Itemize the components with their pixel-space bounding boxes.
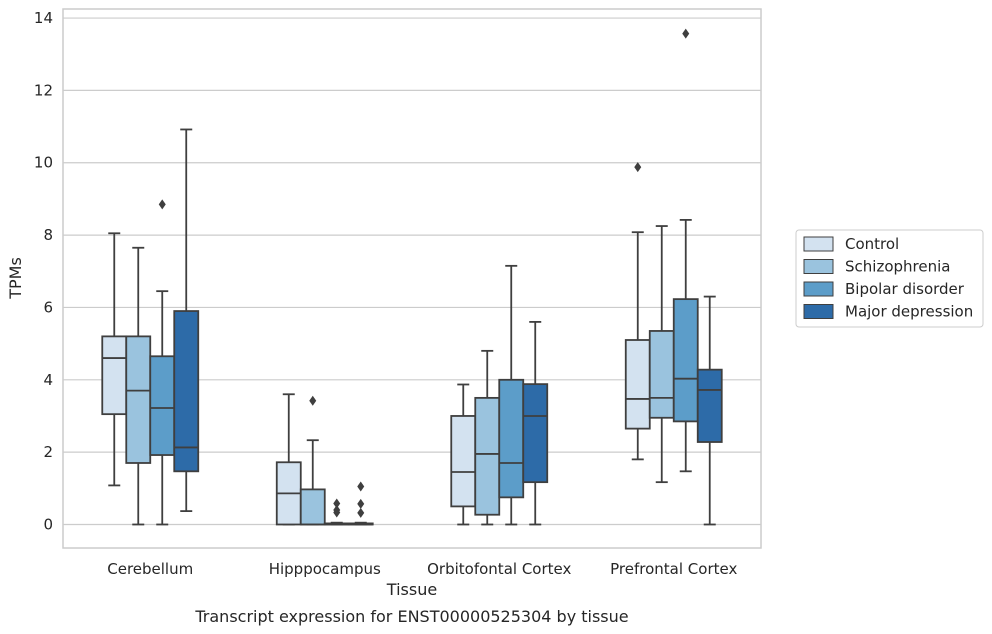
iqr-box <box>672 298 699 423</box>
iqr-box <box>125 335 152 464</box>
chart-caption: Transcript expression for ENST0000052530… <box>194 607 628 626</box>
y-axis-title: TPMs <box>6 257 25 300</box>
y-tick-label: 2 <box>43 443 53 461</box>
outlier-point <box>357 481 365 492</box>
y-tick-label: 10 <box>34 154 53 172</box>
box-control <box>101 232 128 487</box>
x-axis-title: Tissue <box>386 580 437 599</box>
iqr-box <box>101 335 128 416</box>
box-schizophrenia <box>474 349 501 526</box>
box-bipolar-disorder <box>672 28 699 473</box>
iqr-box <box>498 378 525 499</box>
y-tick-label: 4 <box>43 371 53 389</box>
x-tick-label: Prefrontal Cortex <box>610 560 737 578</box>
outlier-point <box>158 199 166 210</box>
legend-swatch <box>803 236 834 252</box>
outlier-point <box>333 505 341 516</box>
iqr-box <box>299 488 326 526</box>
x-tick-label: Orbitofontal Cortex <box>427 560 571 578</box>
outlier-point <box>333 498 341 509</box>
legend-swatch <box>803 281 834 297</box>
iqr-box <box>149 355 176 456</box>
legend-swatch <box>803 304 834 319</box>
box-major-depression <box>522 321 549 526</box>
x-tick-labels: Cerebellum Hipppocampus Orbitofontal Corte… <box>107 560 737 578</box>
box-series <box>101 28 723 526</box>
legend: Control Schizophrenia Bipolar disorder Majo… <box>795 229 984 328</box>
y-tick-label: 0 <box>43 515 53 533</box>
iqr-box <box>173 310 200 473</box>
iqr-box <box>450 415 477 508</box>
x-tick-label: Cerebellum <box>107 560 193 578</box>
iqr-box <box>474 396 501 516</box>
iqr-box <box>648 330 675 419</box>
x-tick-label: Hipppocampus <box>269 560 381 578</box>
box-schizophrenia <box>299 395 326 526</box>
box-control <box>624 162 651 461</box>
outlier-point <box>309 395 317 406</box>
box-schizophrenia <box>648 225 675 484</box>
outlier-point <box>357 498 365 509</box>
outlier-point <box>357 507 365 518</box>
iqr-box <box>624 339 651 430</box>
box-major-depression <box>173 128 200 513</box>
iqr-box <box>696 368 723 443</box>
y-tick-label: 8 <box>43 226 53 244</box>
box-schizophrenia <box>125 246 152 526</box>
box-bipolar-disorder <box>323 498 350 526</box>
box-bipolar-disorder <box>498 264 525 526</box>
legend-label: Bipolar disorder <box>845 280 965 298</box>
legend-label: Schizophrenia <box>845 258 950 276</box>
outlier-point <box>634 162 642 173</box>
legend-label: Major depression <box>845 303 973 321</box>
legend-label: Control <box>845 235 899 253</box>
y-tick-label: 6 <box>43 298 53 316</box>
box-major-depression <box>347 481 374 526</box>
plot-area <box>62 8 762 549</box>
legend-items: Control Schizophrenia Bipolar disorder Majo… <box>803 235 973 321</box>
iqr-box <box>522 383 549 484</box>
y-tick-label: 12 <box>34 81 53 99</box>
legend-swatch <box>803 259 834 274</box>
box-major-depression <box>696 295 723 526</box>
y-tick-labels: 0 2 4 6 8 10 12 14 <box>34 9 53 533</box>
y-tick-label: 14 <box>34 9 53 27</box>
outlier-point <box>682 28 690 39</box>
legend-frame <box>795 229 984 328</box>
box-control <box>275 393 302 526</box>
